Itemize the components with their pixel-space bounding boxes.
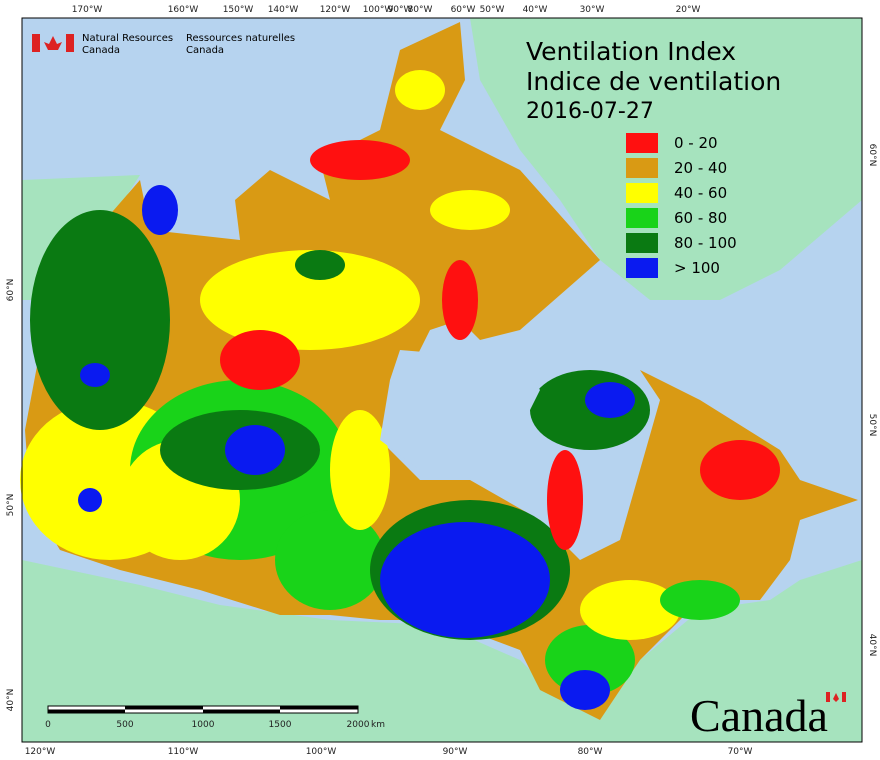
index-zones	[20, 70, 780, 710]
greenland	[470, 18, 862, 300]
scale-label: 0	[45, 720, 51, 730]
scale-label: 1000	[192, 720, 215, 730]
zone	[295, 250, 345, 280]
bottom-label: 80°W	[578, 747, 603, 757]
zone	[225, 425, 285, 475]
zone	[660, 580, 740, 620]
bottom-label: 100°W	[306, 747, 337, 757]
bottom-label: 70°W	[728, 747, 753, 757]
usa	[22, 560, 862, 742]
zone	[310, 140, 410, 180]
agency-en: Natural Resources	[82, 33, 173, 44]
top-label: 100°W	[363, 5, 394, 15]
zone	[585, 382, 635, 418]
zone	[220, 330, 300, 390]
title: Indice de ventilation	[526, 67, 781, 96]
legend-swatch	[626, 258, 658, 278]
bottom-label: 110°W	[168, 747, 199, 757]
zone	[395, 70, 445, 110]
legend-label: 0 - 20	[674, 134, 718, 152]
scale-label: 500	[116, 720, 133, 730]
legend-label: 80 - 100	[674, 234, 737, 252]
legend: 0 - 20 20 - 40 40 - 60 60 - 80 80 - 100 > 100	[626, 133, 737, 278]
scale-unit: km	[371, 720, 385, 730]
legend-swatch	[626, 158, 658, 178]
wordmark-flag	[826, 692, 830, 702]
scale-seg	[203, 709, 280, 713]
zone	[200, 250, 420, 350]
title: Ventilation Index	[526, 37, 736, 66]
top-label: 160°W	[168, 5, 199, 15]
agency-en: Canada	[82, 45, 120, 56]
legend-label: > 100	[674, 259, 720, 277]
scale-bar	[47, 705, 359, 714]
top-label: 60°W	[451, 5, 476, 15]
zone	[275, 510, 385, 610]
hudson-bay	[380, 350, 540, 480]
zone	[430, 190, 510, 230]
agency-fr: Ressources naturelles	[186, 33, 295, 44]
zone	[30, 210, 170, 430]
date: 2016-07-27	[526, 99, 654, 124]
left-label: 40°N	[6, 689, 16, 712]
flag-bar	[66, 34, 74, 52]
zone	[142, 185, 178, 235]
right-label: 50°N	[867, 414, 877, 437]
zone	[442, 260, 478, 340]
top-label: 80°W	[408, 5, 433, 15]
frame	[21, 17, 863, 743]
flag-bar	[32, 34, 40, 52]
zone	[330, 410, 390, 530]
zone	[380, 522, 550, 638]
agency-fr: Canada	[186, 45, 224, 56]
scale-labels: 0 500 1000 1500 2000 km	[45, 720, 385, 730]
top-label: 50°W	[480, 5, 505, 15]
top-label: 140°W	[268, 5, 299, 15]
top-label: 150°W	[223, 5, 254, 15]
wordmark-flag	[842, 692, 846, 702]
top-label: 90°W	[388, 5, 413, 15]
zone	[80, 363, 110, 387]
scale-label: 1500	[269, 720, 292, 730]
left-label: 60°N	[6, 279, 16, 302]
zone	[547, 450, 583, 550]
zone	[78, 488, 102, 512]
top-label: 170°W	[72, 5, 103, 15]
flag-leaf	[44, 36, 62, 50]
top-label: 120°W	[320, 5, 351, 15]
zone	[560, 670, 610, 710]
right-label: 60°N	[867, 144, 877, 167]
top-label: 20°W	[676, 5, 701, 15]
wordmark: Canada	[690, 690, 828, 741]
zone	[580, 580, 680, 640]
zone	[700, 440, 780, 500]
legend-label: 20 - 40	[674, 159, 727, 177]
top-label: 40°W	[523, 5, 548, 15]
legend-swatch	[626, 133, 658, 153]
legend-swatch	[626, 233, 658, 253]
bottom-label: 120°W	[25, 747, 56, 757]
scale-label: 2000	[347, 720, 370, 730]
left-label: 50°N	[6, 494, 16, 517]
legend-swatch	[626, 208, 658, 228]
right-label: 40°N	[867, 634, 877, 657]
bottom-label: 90°W	[443, 747, 468, 757]
legend-label: 40 - 60	[674, 184, 727, 202]
scale-seg	[48, 709, 125, 713]
top-label: 30°W	[580, 5, 605, 15]
legend-swatch	[626, 183, 658, 203]
scale-seg	[125, 706, 203, 710]
legend-label: 60 - 80	[674, 209, 727, 227]
scale-seg	[280, 706, 358, 710]
wordmark-flag	[833, 693, 839, 702]
graticule-labels: 170°W 160°W 150°W 140°W 120°W 100°W90°W80°W 60…	[6, 5, 877, 757]
